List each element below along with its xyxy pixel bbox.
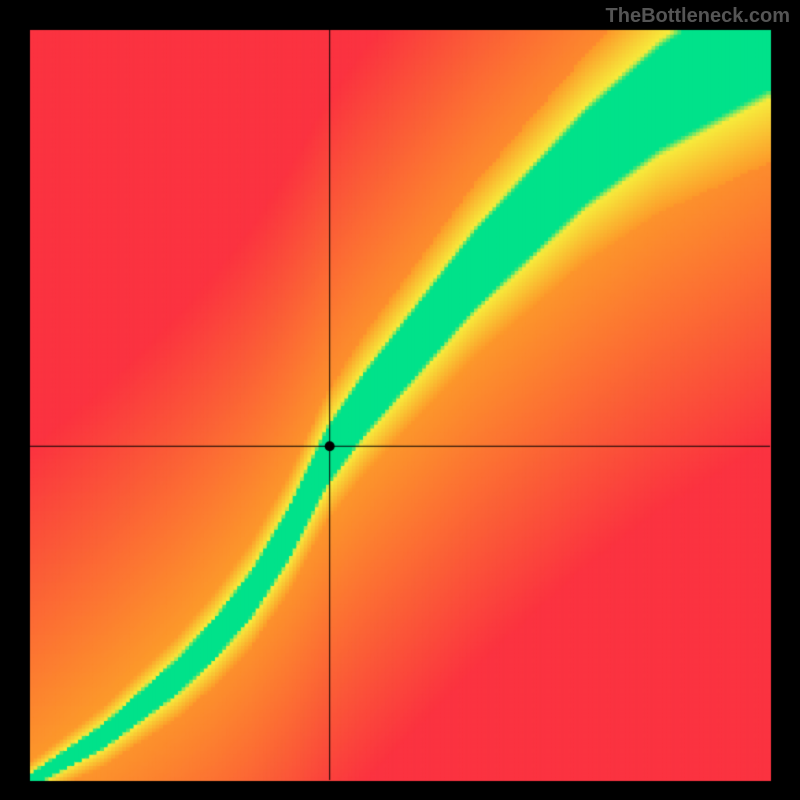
bottleneck-heatmap — [0, 0, 800, 800]
chart-container: TheBottleneck.com — [0, 0, 800, 800]
watermark-text: TheBottleneck.com — [606, 5, 790, 28]
